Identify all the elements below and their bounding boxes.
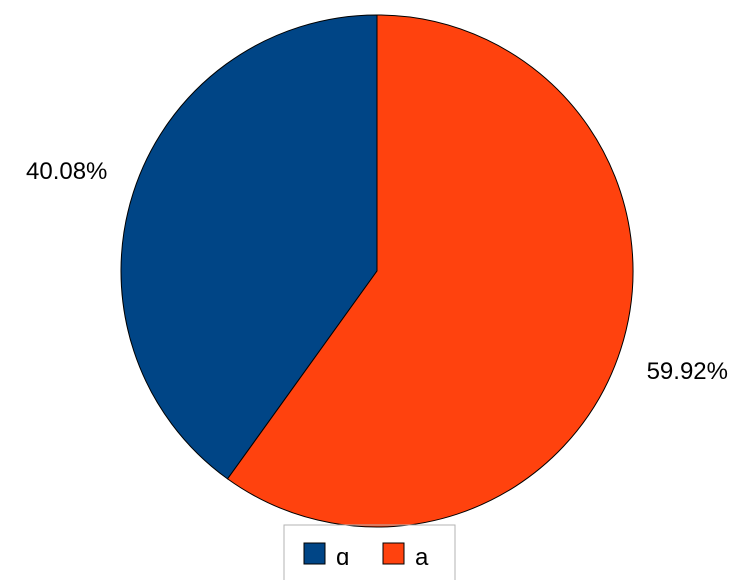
legend-swatch-a bbox=[382, 542, 405, 565]
pie-slices bbox=[120, 14, 634, 528]
pie-slice-alpha bbox=[120, 14, 378, 480]
legend-label-a: a bbox=[415, 544, 429, 571]
legend-label-alpha: ɑ bbox=[336, 544, 349, 571]
legend-swatch-alpha bbox=[303, 542, 326, 565]
value-label-alpha: 40.08% bbox=[26, 158, 107, 185]
pie-slice-a bbox=[226, 14, 634, 528]
legend-frame bbox=[283, 524, 456, 580]
value-label-a: 59.92% bbox=[647, 358, 728, 385]
legend: ɑ a bbox=[283, 524, 456, 580]
pie-value-labels: 40.08% 59.92% bbox=[26, 158, 728, 385]
